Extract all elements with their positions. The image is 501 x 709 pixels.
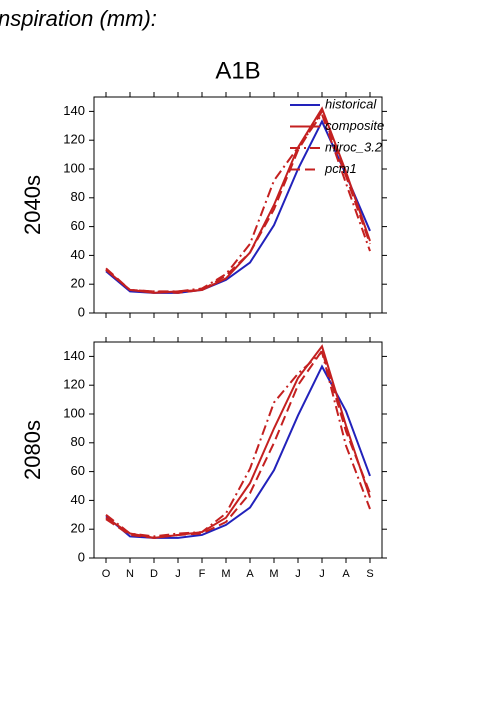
y-tick-label: 0 bbox=[78, 304, 85, 319]
y-tick-label: 0 bbox=[78, 549, 85, 564]
y-axis-label: 2080s bbox=[20, 420, 45, 480]
series-line bbox=[105, 109, 371, 294]
y-tick-label: 60 bbox=[71, 463, 85, 478]
legend-label: miroc_3.2 bbox=[325, 139, 383, 154]
x-tick-label: O bbox=[102, 568, 111, 580]
series-line bbox=[105, 106, 371, 294]
y-tick-label: 60 bbox=[71, 218, 85, 233]
y-axis-label: 2040s bbox=[20, 175, 45, 235]
x-tick-label: S bbox=[366, 568, 373, 580]
plot-frame bbox=[93, 341, 383, 559]
series-line bbox=[105, 348, 371, 539]
x-tick-label: F bbox=[199, 568, 206, 580]
x-tick-label: M bbox=[269, 568, 278, 580]
x-tick-label: A bbox=[246, 568, 254, 580]
subtitle: A1B bbox=[215, 57, 260, 84]
x-tick-label: M bbox=[221, 568, 230, 580]
x-tick-label: J bbox=[295, 568, 301, 580]
series-line bbox=[105, 344, 371, 539]
x-tick-label: A bbox=[342, 568, 350, 580]
y-tick-label: 80 bbox=[71, 434, 85, 449]
legend-label: composite bbox=[325, 118, 384, 133]
x-tick-label: N bbox=[126, 568, 134, 580]
series-line bbox=[105, 364, 371, 539]
x-tick-label: D bbox=[150, 568, 158, 580]
y-tick-label: 40 bbox=[71, 492, 85, 507]
legend-label: historical bbox=[325, 96, 377, 111]
y-tick-label: 40 bbox=[71, 247, 85, 262]
y-tick-label: 100 bbox=[63, 160, 85, 175]
y-tick-label: 100 bbox=[63, 405, 85, 420]
y-tick-label: 20 bbox=[71, 521, 85, 536]
y-tick-label: 80 bbox=[71, 189, 85, 204]
plot-frame bbox=[93, 96, 383, 314]
y-tick-label: 20 bbox=[71, 276, 85, 291]
y-tick-label: 140 bbox=[63, 103, 85, 118]
x-tick-label: J bbox=[175, 568, 181, 580]
y-tick-label: 120 bbox=[63, 377, 85, 392]
y-tick-label: 140 bbox=[63, 348, 85, 363]
page-title: nspiration (mm): bbox=[0, 6, 157, 31]
x-tick-label: J bbox=[319, 568, 325, 580]
y-tick-label: 120 bbox=[63, 132, 85, 147]
series-line bbox=[105, 350, 371, 538]
legend-label: pcm1 bbox=[324, 161, 357, 176]
